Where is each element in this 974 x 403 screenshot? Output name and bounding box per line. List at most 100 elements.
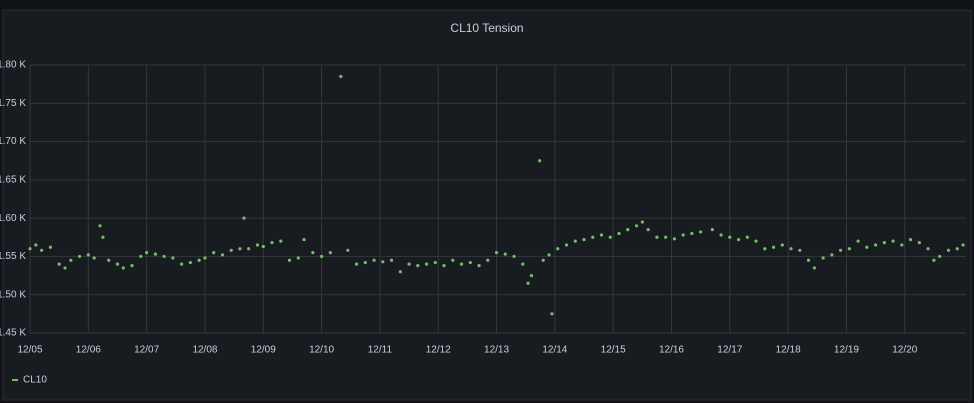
data-point	[938, 254, 942, 259]
data-point	[926, 247, 930, 251]
data-point	[433, 260, 437, 265]
data-point	[296, 256, 300, 260]
data-point	[153, 252, 157, 256]
data-point	[459, 262, 464, 266]
x-tick-label: 12/07	[134, 345, 159, 356]
data-point	[287, 258, 292, 262]
y-tick-label: 1.55 K	[0, 251, 26, 262]
data-point	[98, 224, 102, 228]
data-point	[664, 235, 668, 239]
data-point	[188, 260, 192, 265]
data-point	[212, 251, 216, 255]
data-point	[946, 248, 951, 252]
data-point	[319, 254, 324, 259]
x-tick-label: 12/20	[892, 345, 917, 356]
data-point	[789, 247, 793, 251]
data-point	[728, 235, 732, 239]
data-point	[339, 74, 343, 79]
data-point	[311, 251, 315, 255]
data-point	[57, 262, 61, 266]
data-point	[442, 264, 446, 268]
data-point	[203, 256, 207, 260]
data-point	[626, 228, 630, 232]
data-point	[512, 254, 516, 259]
data-point	[780, 243, 784, 247]
data-point	[477, 264, 481, 268]
data-point	[573, 239, 577, 243]
data-point	[77, 254, 82, 259]
data-point	[754, 239, 758, 243]
data-point	[171, 256, 175, 260]
x-tick-label: 12/16	[659, 345, 684, 356]
x-tick-label: 12/15	[601, 345, 626, 356]
data-point	[821, 256, 825, 260]
data-point	[139, 254, 143, 259]
data-point	[424, 262, 429, 266]
data-point	[63, 266, 67, 270]
data-point	[961, 243, 965, 247]
data-point	[328, 251, 332, 255]
x-tick-label: 12/14	[542, 345, 567, 356]
data-point	[672, 237, 677, 241]
data-point	[599, 233, 604, 237]
x-tick-label: 12/17	[717, 345, 742, 356]
data-point	[86, 253, 90, 257]
data-point	[407, 262, 411, 266]
data-point	[690, 231, 694, 236]
data-point	[503, 252, 507, 256]
data-point	[69, 258, 73, 262]
data-point	[389, 258, 394, 262]
data-point	[180, 262, 184, 266]
data-point	[917, 241, 921, 245]
data-point	[736, 237, 741, 242]
data-point	[372, 258, 376, 262]
data-point	[582, 237, 586, 242]
panel	[2, 9, 972, 401]
data-point	[494, 251, 499, 255]
data-point	[882, 241, 886, 245]
data-point	[238, 247, 242, 251]
data-point	[101, 235, 105, 239]
data-point	[865, 245, 869, 249]
data-point	[541, 258, 545, 262]
data-point	[812, 266, 816, 270]
data-point	[247, 247, 251, 251]
data-point	[279, 239, 283, 243]
data-point	[617, 231, 621, 236]
y-tick-label: 1.50 K	[0, 289, 26, 300]
x-tick-label: 12/08	[192, 345, 217, 356]
data-point	[270, 241, 274, 245]
data-point	[932, 258, 936, 262]
data-point	[255, 243, 260, 247]
data-point	[681, 233, 685, 237]
data-point	[416, 264, 420, 268]
data-point	[48, 245, 53, 249]
data-point	[40, 248, 44, 252]
data-point	[486, 258, 490, 262]
data-point	[468, 260, 472, 265]
y-tick-label: 1.45 K	[0, 328, 26, 339]
data-point	[763, 247, 767, 251]
data-point	[354, 262, 359, 266]
data-point	[874, 243, 878, 247]
data-point	[745, 235, 749, 239]
data-point	[591, 235, 595, 239]
x-tick-label: 12/18	[776, 345, 801, 356]
data-point	[798, 248, 802, 252]
data-point	[891, 239, 895, 243]
data-point	[955, 247, 959, 251]
data-point	[847, 247, 851, 251]
y-tick-label: 1.75 K	[0, 98, 26, 109]
x-tick-label: 12/13	[484, 345, 509, 356]
data-point	[381, 260, 385, 264]
data-point	[145, 251, 149, 255]
data-point	[162, 254, 166, 259]
data-point	[655, 235, 659, 239]
data-point	[107, 258, 111, 262]
data-point	[699, 230, 703, 234]
data-point	[719, 233, 723, 237]
data-point	[646, 228, 650, 232]
data-point	[634, 224, 639, 228]
data-point	[92, 256, 96, 260]
